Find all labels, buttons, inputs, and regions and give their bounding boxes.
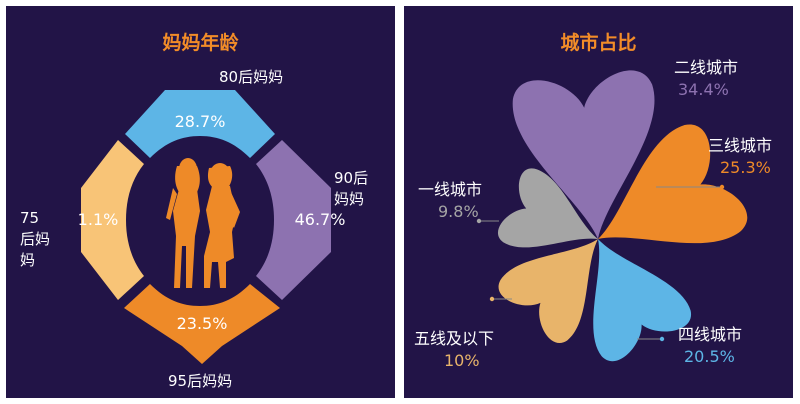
leader-dot-四线城市	[659, 336, 665, 342]
two-women-silhouette-icon	[166, 158, 240, 288]
city-value-二线城市: 34.4%	[678, 80, 729, 99]
city-label-一线城市: 一线城市	[418, 180, 483, 199]
city-label-五线及以下: 五线及以下	[414, 329, 495, 348]
slice-label-75后-text: 75后妈妈	[20, 209, 51, 269]
slice-label-95后: 95后妈妈	[168, 372, 233, 390]
petal-四线城市	[593, 239, 691, 362]
slice-value-90后: 46.7%	[295, 210, 346, 229]
donut-segment-95后	[124, 284, 280, 364]
city-value-五线及以下: 10%	[444, 351, 480, 370]
slice-label-90后-text: 90后妈妈	[334, 169, 369, 208]
donut-segment-75后	[81, 140, 144, 300]
age-chart-panel: 妈妈年龄 28.7% 46.7% 23.5% 1.1% 80后妈妈 90后妈妈	[6, 6, 395, 398]
city-value-四线城市: 20.5%	[684, 347, 735, 366]
slice-value-95后: 23.5%	[177, 314, 228, 333]
leader-dot-一线城市	[476, 218, 482, 224]
city-chart-panel: 城市占比 二线城市 34.4% 三线城市 25.3% 一线城市 9.8% 四线城…	[404, 6, 793, 398]
leader-dot-五线及以下	[489, 296, 495, 302]
slice-value-80后: 28.7%	[175, 112, 226, 131]
petal-三线城市	[598, 124, 748, 244]
age-chart-title: 妈妈年龄	[162, 32, 239, 54]
city-petal-pie-chart	[476, 70, 748, 362]
petal-一线城市	[497, 168, 598, 248]
city-chart-title: 城市占比	[560, 32, 637, 54]
city-value-一线城市: 9.8%	[438, 202, 479, 221]
leader-dot-三线城市	[719, 184, 725, 190]
city-label-二线城市: 二线城市	[674, 58, 739, 77]
city-value-三线城市: 25.3%	[720, 158, 771, 177]
petal-五线及以下	[498, 239, 598, 343]
leader-lines	[479, 186, 722, 340]
donut-segment-90后	[256, 140, 331, 300]
slice-label-75后: 75后妈妈	[20, 208, 54, 271]
slice-value-75后: 1.1%	[78, 210, 119, 229]
slice-label-90后: 90后妈妈	[334, 168, 378, 210]
city-label-三线城市: 三线城市	[708, 136, 773, 155]
donut-segment-80后	[125, 90, 275, 158]
slice-label-80后: 80后妈妈	[219, 68, 284, 86]
age-donut-chart: 28.7% 46.7% 23.5% 1.1%	[78, 90, 346, 364]
petal-二线城市	[512, 70, 655, 239]
city-label-四线城市: 四线城市	[678, 325, 743, 344]
